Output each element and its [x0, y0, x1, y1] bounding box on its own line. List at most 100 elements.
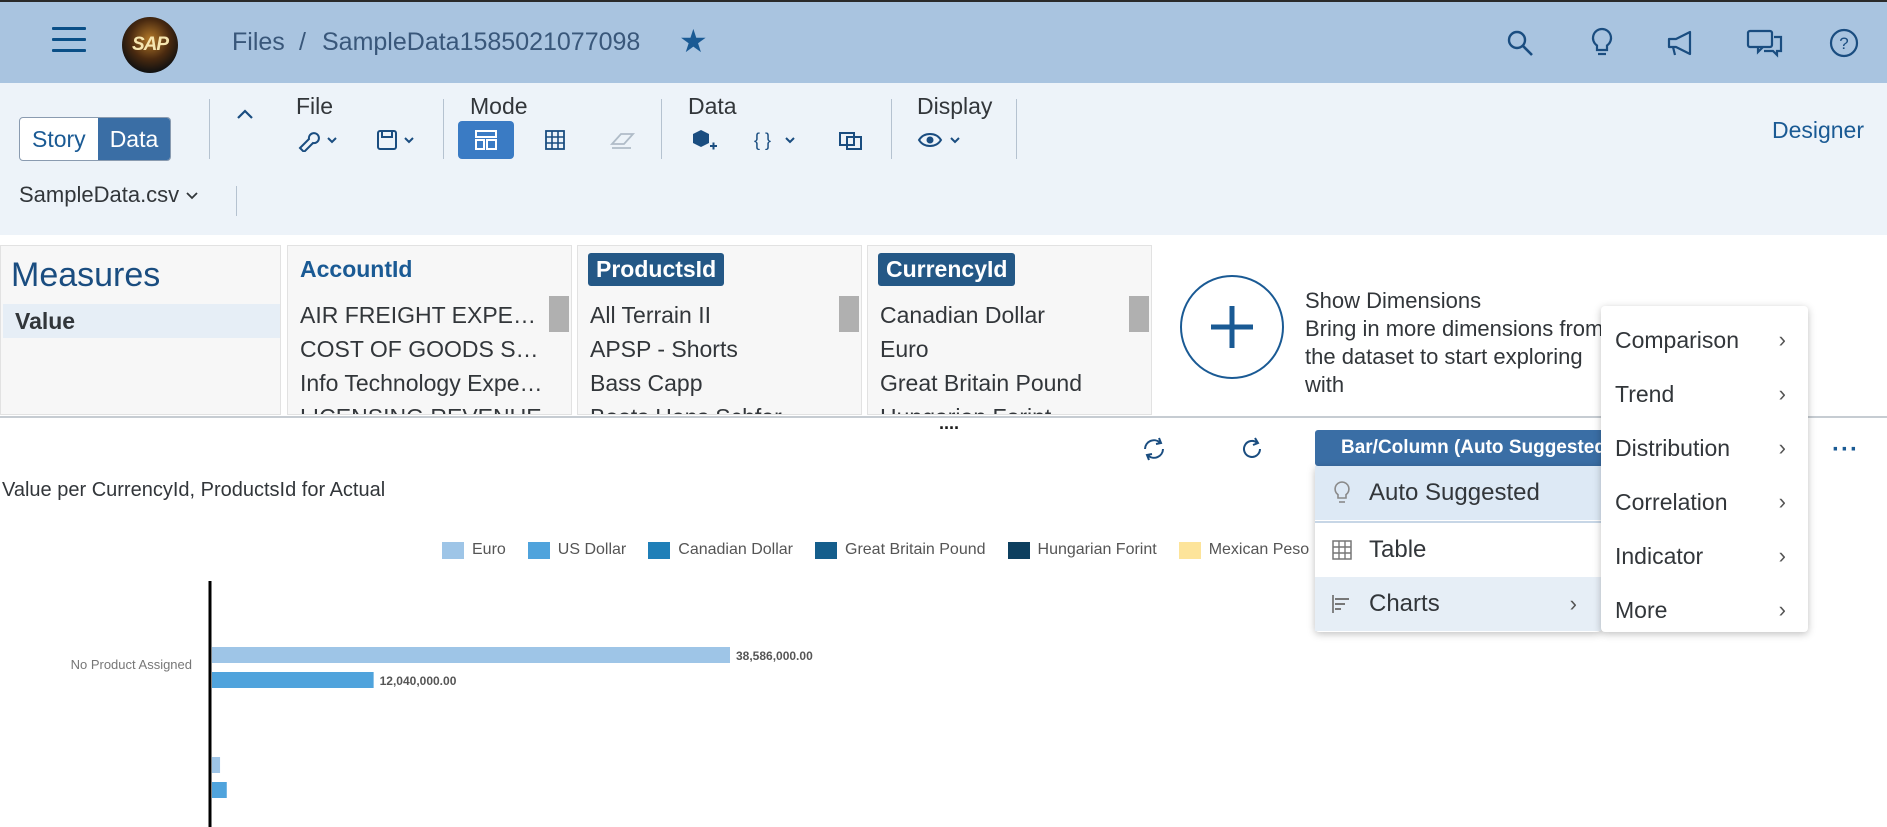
dataset-selector[interactable]: SampleData.csv: [19, 182, 199, 208]
lightbulb-icon[interactable]: [1585, 26, 1619, 60]
refresh-icon[interactable]: [1139, 434, 1169, 464]
list-item[interactable]: Euro: [880, 336, 929, 362]
list-item[interactable]: Hungarian Forint: [880, 400, 1130, 414]
list-item[interactable]: Bass Capp: [590, 370, 703, 396]
add-dimension-button[interactable]: [1180, 275, 1284, 379]
menu-item-charts[interactable]: Charts ›: [1315, 577, 1601, 631]
list-item[interactable]: Great Britain Pound: [880, 370, 1083, 396]
list-item[interactable]: Boots Hans Schfer: [590, 400, 840, 414]
wrench-icon[interactable]: [296, 121, 342, 159]
submenu-label: Trend: [1615, 380, 1675, 407]
data-label: 12,040,000.00: [380, 674, 457, 688]
list-item[interactable]: AIR FREIGHT EXPENSE: [300, 302, 550, 328]
announcement-icon[interactable]: [1665, 26, 1699, 60]
table-icon: [1332, 540, 1352, 560]
dataset-name: SampleData.csv: [19, 182, 180, 207]
submenu-comparison[interactable]: Comparison ›: [1601, 313, 1808, 367]
chevron-right-icon: ›: [1569, 591, 1577, 616]
bar-chart-icon: [1332, 595, 1349, 613]
dimension-title[interactable]: AccountId: [300, 256, 413, 282]
breadcrumb-separator: /: [299, 28, 306, 56]
submenu-label: Correlation: [1615, 488, 1728, 515]
list-item[interactable]: All Terrain II: [590, 302, 712, 328]
bar[interactable]: [212, 647, 730, 663]
grid-mode-icon[interactable]: [540, 121, 570, 159]
scrollbar[interactable]: [549, 296, 569, 332]
submenu-label: More: [1615, 596, 1668, 623]
legend-item[interactable]: Great Britain Pound: [815, 541, 986, 559]
legend-swatch-euro: [442, 541, 464, 559]
submenu-label: Comparison: [1615, 326, 1739, 353]
eye-icon[interactable]: [917, 121, 967, 159]
list-item[interactable]: Canadian Dollar: [880, 302, 1045, 328]
legend-item[interactable]: Canadian Dollar: [648, 541, 793, 559]
mode-group-label: Mode: [470, 93, 528, 119]
bar[interactable]: [212, 782, 227, 798]
dimension-title[interactable]: CurrencyId: [878, 253, 1016, 286]
list-item[interactable]: APSP - Shorts: [590, 336, 738, 362]
submenu-correlation[interactable]: Correlation ›: [1601, 475, 1808, 529]
shell-bar: SAP Files / SampleData1585021077098 ★ ?: [0, 0, 1887, 83]
divider: [661, 99, 662, 159]
legend-item[interactable]: Mexican Peso: [1178, 541, 1310, 559]
category-label: No Product Assigned: [71, 657, 192, 672]
collapse-chevron-up-icon[interactable]: [234, 103, 256, 125]
discussion-icon[interactable]: [1745, 26, 1785, 60]
submenu-indicator[interactable]: Indicator ›: [1601, 529, 1808, 583]
favorite-star-icon[interactable]: ★: [679, 23, 708, 59]
menu-item-table[interactable]: Table: [1315, 523, 1601, 577]
menu-item-label: Auto Suggested: [1369, 479, 1540, 506]
legend-label: Mexican Peso: [1208, 541, 1310, 558]
list-item[interactable]: LICENSING REVENUE: [300, 400, 550, 414]
logo-text: SAP: [131, 34, 169, 55]
formula-icon[interactable]: { }: [752, 121, 798, 159]
bar[interactable]: [212, 757, 221, 773]
legend-item[interactable]: Euro: [442, 541, 506, 559]
resize-handle[interactable]: ····: [939, 418, 960, 438]
scrollbar[interactable]: [839, 296, 859, 332]
more-options-icon[interactable]: ···: [1832, 436, 1859, 463]
redo-icon[interactable]: [1237, 434, 1267, 464]
menu-icon[interactable]: [52, 27, 86, 55]
chart-title: Value per CurrencyId, ProductsId for Act…: [2, 479, 386, 501]
dimension-title[interactable]: ProductsId: [588, 253, 725, 286]
chevron-right-icon: ›: [1778, 543, 1786, 568]
data-button[interactable]: Data: [97, 118, 171, 160]
scrollbar[interactable]: [1129, 296, 1149, 332]
legend-item[interactable]: Hungarian Forint: [1007, 541, 1157, 559]
divider: [1315, 521, 1601, 523]
legend-swatch-mexican-peso: [1178, 541, 1201, 559]
list-item[interactable]: COST OF GOODS SOLD: [300, 336, 550, 362]
list-item[interactable]: Info Technology Expenses: [300, 370, 550, 396]
legend-label: US Dollar: [557, 541, 627, 558]
add-model-icon[interactable]: [688, 121, 720, 159]
link-dimensions-icon[interactable]: [836, 121, 866, 159]
help-icon[interactable]: ?: [1827, 26, 1861, 60]
submenu-distribution[interactable]: Distribution ›: [1601, 421, 1808, 475]
breadcrumb-files[interactable]: Files: [232, 28, 285, 56]
explorer-mode-icon[interactable]: [458, 121, 514, 159]
sap-logo[interactable]: SAP: [122, 17, 178, 73]
save-icon[interactable]: [375, 121, 421, 159]
story-button[interactable]: Story: [32, 126, 86, 152]
legend-label: Canadian Dollar: [678, 541, 793, 558]
legend-swatch-great-britain-pound: [815, 541, 837, 559]
page-title: SampleData1585021077098: [322, 28, 641, 56]
svg-text:?: ?: [1839, 34, 1848, 53]
bar[interactable]: [212, 672, 374, 688]
designer-button[interactable]: Designer: [1771, 117, 1864, 143]
legend-label: Hungarian Forint: [1037, 541, 1157, 558]
measures-panel: Measures Value: [0, 245, 281, 415]
submenu-trend[interactable]: Trend ›: [1601, 367, 1808, 421]
search-icon[interactable]: [1503, 26, 1537, 60]
submenu-more[interactable]: More ›: [1601, 583, 1808, 637]
chart-type-label: Bar/Column (Auto Suggested): [1341, 437, 1605, 458]
menu-item-auto-suggested[interactable]: Auto Suggested: [1315, 466, 1601, 520]
measures-title: Measures: [11, 256, 161, 294]
lightbulb-icon: [1334, 481, 1350, 503]
measure-value[interactable]: Value: [3, 304, 280, 338]
divider: [891, 99, 892, 159]
show-dimensions-title: Show Dimensions: [1305, 288, 1482, 313]
chart-type-dropdown[interactable]: Bar/Column (Auto Suggested): [1315, 430, 1605, 466]
legend-item[interactable]: US Dollar: [527, 541, 627, 559]
